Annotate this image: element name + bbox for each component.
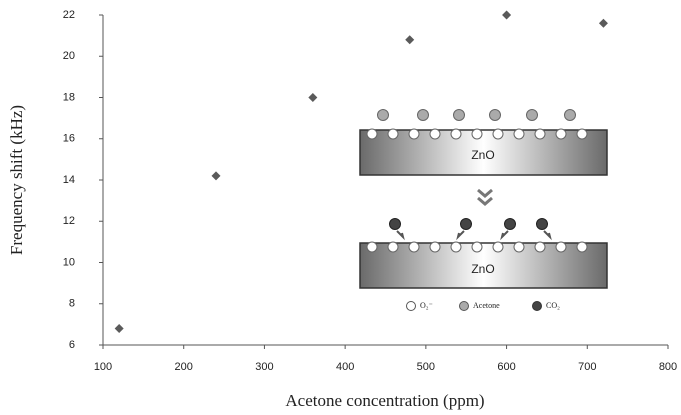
data-point bbox=[502, 10, 512, 20]
oxygen-ion bbox=[534, 241, 546, 253]
oxygen-ion bbox=[513, 128, 525, 140]
zno-layer bbox=[359, 242, 608, 289]
oxygen-ion bbox=[429, 128, 441, 140]
oxygen-ion bbox=[534, 128, 546, 140]
oxygen-ion bbox=[513, 241, 525, 253]
x-tick-label: 200 bbox=[175, 361, 193, 373]
oxygen-ion bbox=[492, 241, 504, 253]
acetone-molecule bbox=[564, 109, 576, 121]
zno-layer bbox=[359, 129, 608, 176]
x-tick-label: 400 bbox=[336, 361, 354, 373]
acetone-molecule bbox=[417, 109, 429, 121]
data-point bbox=[598, 18, 608, 28]
arrow bbox=[500, 230, 509, 241]
oxygen-ion bbox=[366, 128, 378, 140]
acetone-molecule bbox=[453, 109, 465, 121]
acetone-molecule bbox=[526, 109, 538, 121]
oxygen-ion bbox=[576, 241, 588, 253]
oxygen-ion bbox=[450, 128, 462, 140]
arrow bbox=[543, 230, 552, 241]
y-tick-label: 22 bbox=[63, 9, 75, 21]
legend-label: Acetone bbox=[473, 301, 500, 310]
y-tick-label: 14 bbox=[63, 174, 75, 186]
x-tick-label: 100 bbox=[94, 361, 112, 373]
y-tick-label: 20 bbox=[63, 50, 75, 62]
x-tick-label: 600 bbox=[497, 361, 515, 373]
y-axis-title: Frequency shift (kHz) bbox=[7, 105, 26, 255]
y-tick-label: 6 bbox=[69, 339, 75, 351]
y-tick-label: 18 bbox=[63, 91, 75, 103]
x-axis-title: Acetone concentration (ppm) bbox=[285, 391, 484, 410]
oxygen-ion bbox=[492, 128, 504, 140]
co2-molecule bbox=[504, 218, 516, 230]
acetone-molecule bbox=[377, 109, 389, 121]
x-tick-label: 300 bbox=[255, 361, 273, 373]
inset-diagram: ZnO ZnO O₂⁻ Acetone CO₂ bbox=[359, 109, 608, 311]
co2-molecule bbox=[536, 218, 548, 230]
oxygen-ion bbox=[429, 241, 441, 253]
oxygen-ion bbox=[450, 241, 462, 253]
legend-label: CO₂ bbox=[546, 301, 560, 310]
acetone-molecule bbox=[489, 109, 501, 121]
zno-label: ZnO bbox=[471, 262, 494, 276]
data-point bbox=[114, 324, 124, 333]
data-point bbox=[405, 35, 415, 45]
data-point bbox=[211, 171, 221, 181]
oxygen-ion bbox=[576, 128, 588, 140]
oxygen-ion bbox=[555, 241, 567, 253]
x-tick-label: 800 bbox=[659, 361, 677, 373]
chevron bbox=[477, 188, 493, 206]
y-tick-label: 10 bbox=[63, 256, 75, 268]
legend-swatch bbox=[406, 301, 416, 311]
arrow bbox=[396, 230, 405, 241]
data-point bbox=[308, 93, 318, 102]
oxygen-ion bbox=[555, 128, 567, 140]
co2-molecule bbox=[460, 218, 472, 230]
x-tick-label: 500 bbox=[417, 361, 435, 373]
legend-label: O₂⁻ bbox=[420, 301, 433, 310]
y-tick-label: 16 bbox=[63, 133, 75, 145]
oxygen-ion bbox=[471, 128, 483, 140]
oxygen-ion bbox=[471, 241, 483, 253]
oxygen-ion bbox=[408, 241, 420, 253]
y-tick-label: 12 bbox=[63, 215, 75, 227]
arrow bbox=[456, 230, 465, 241]
oxygen-ion bbox=[387, 241, 399, 253]
co2-molecule bbox=[389, 218, 401, 230]
y-tick-label: 8 bbox=[69, 298, 75, 310]
x-tick-label: 700 bbox=[578, 361, 596, 373]
oxygen-ion bbox=[387, 128, 399, 140]
oxygen-ion bbox=[366, 241, 378, 253]
zno-label: ZnO bbox=[471, 148, 494, 162]
legend-swatch bbox=[532, 301, 542, 311]
legend-swatch bbox=[459, 301, 469, 311]
oxygen-ion bbox=[408, 128, 420, 140]
